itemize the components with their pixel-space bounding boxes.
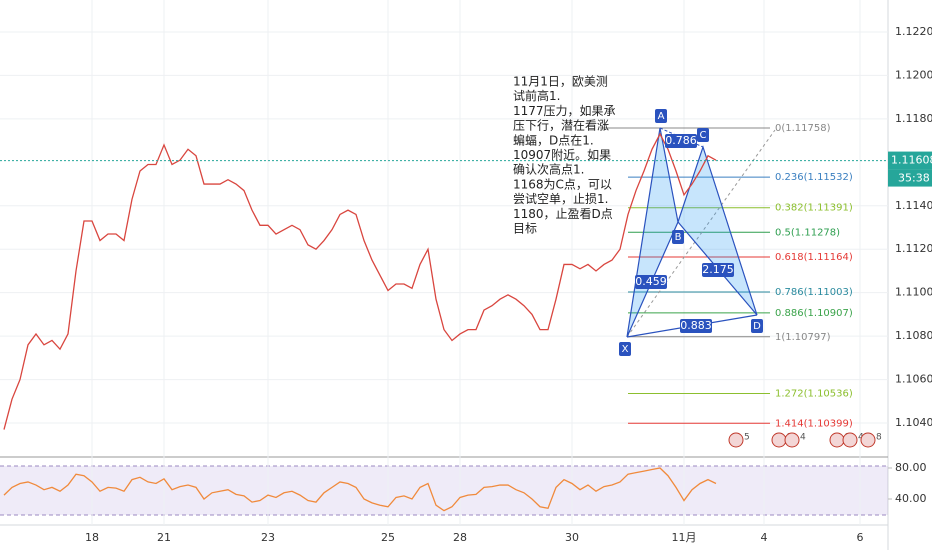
pattern-point-label: X xyxy=(622,344,629,355)
y-tick-label: 1.11400 xyxy=(895,199,932,212)
pattern-point-label: C xyxy=(700,130,707,141)
grid xyxy=(0,0,892,525)
y-tick-label: 80.00 xyxy=(895,461,927,474)
pattern-point-box xyxy=(619,342,631,356)
last-price-tag xyxy=(888,151,932,170)
fib-label: 0.618(1.11164) xyxy=(775,252,853,263)
series xyxy=(0,132,888,512)
annotation-line: 10907附近。如果 xyxy=(513,147,611,162)
event-icon xyxy=(829,432,845,448)
annotation-line: 尝试空单，止损1. xyxy=(513,191,608,206)
x-tick-label: 21 xyxy=(157,531,171,544)
annotation-line: 确认次高点1. xyxy=(513,162,584,177)
last-price-label: 1.11608 xyxy=(891,154,932,167)
annotation-line: 目标 xyxy=(513,222,537,236)
fib-label: 1.414(1.10399) xyxy=(775,418,853,429)
event-icon xyxy=(842,432,858,448)
pattern-point-label: B xyxy=(675,232,682,243)
fib-label: 1(1.10797) xyxy=(775,332,831,343)
pattern-point-box xyxy=(697,128,709,142)
pattern-ratio-box xyxy=(680,319,712,333)
pattern-ratio-label: 0.883 xyxy=(680,319,712,332)
pattern-point-label: D xyxy=(753,321,761,332)
pattern-ratio-label: 0.459 xyxy=(635,275,667,288)
x-tick-label: 6 xyxy=(857,531,864,544)
y-tick-label: 1.11200 xyxy=(895,242,932,255)
x-tick-label: 11月 xyxy=(672,531,697,544)
pattern-ratio-box xyxy=(635,275,667,289)
event-icon xyxy=(860,432,876,448)
y-tick-label: 1.12000 xyxy=(895,68,932,81)
labels: 18 21 23 25 28 30 11月 4 6 1.12200 1.12000 1.11800 1.… xyxy=(85,25,932,544)
event-icon xyxy=(771,432,787,448)
fib-label: 0.786(1.11003) xyxy=(775,287,853,298)
annotation-line: 1180，止盈看D点 xyxy=(513,207,613,221)
fib-trendline xyxy=(626,129,776,338)
y-tick-label: 1.10600 xyxy=(895,373,932,386)
pattern-ratio-label: 0.786 xyxy=(665,134,697,147)
pattern-ratio-label: 2.175 xyxy=(702,263,734,276)
pattern-point-box xyxy=(672,230,684,244)
rsi-band xyxy=(0,466,888,515)
y-tick-label: 40.00 xyxy=(895,492,927,505)
pattern-point-box xyxy=(751,319,763,333)
fib-label: 0.886(1.10907) xyxy=(775,308,853,319)
fib-label: 0.5(1.11278) xyxy=(775,227,840,238)
price-line xyxy=(3,132,717,430)
event-icon xyxy=(728,432,744,448)
y-tick-label: 1.10800 xyxy=(895,329,932,342)
x-tick-label: 25 xyxy=(381,531,395,544)
annotation-line: 1177压力，如果承 xyxy=(513,103,616,118)
x-tick-label: 30 xyxy=(565,531,579,544)
annotation-line: 蝙蝠，D点在1. xyxy=(513,132,594,147)
y-tick-label: 1.12200 xyxy=(895,25,932,38)
annotation-line: 1168为C点，可以 xyxy=(513,177,612,191)
event-count: 4 xyxy=(800,433,806,443)
pattern-ratio-box xyxy=(702,263,734,277)
fib-label: 1.272(1.10536) xyxy=(775,389,853,400)
x-tick-label: 28 xyxy=(453,531,467,544)
fib-label: 0(1.11758) xyxy=(775,123,831,134)
pattern-point-label: A xyxy=(658,111,665,122)
annotation-line: 试前高1. xyxy=(513,88,560,103)
pattern-ac xyxy=(659,127,704,148)
countdown-tag xyxy=(888,169,932,187)
y-tick-label: 1.11800 xyxy=(895,112,932,125)
fib-label: 0.382(1.11391) xyxy=(775,203,853,214)
annotation-line: 压下行，潜在看涨 xyxy=(513,118,609,133)
y-tick-label: 1.10400 xyxy=(895,416,932,429)
annotation-line: 11月1日，欧美测 xyxy=(513,75,608,89)
fib-label: 0.236(1.11532) xyxy=(775,172,853,183)
countdown-label: 35:38 xyxy=(898,172,930,185)
event-count: 5 xyxy=(744,433,750,443)
rsi-line xyxy=(3,467,717,512)
event-icon xyxy=(784,432,800,448)
x-tick-label: 23 xyxy=(261,531,275,544)
y-tick-label: 1.11000 xyxy=(895,286,932,299)
event-count: 8 xyxy=(876,433,882,443)
x-tick-label: 18 xyxy=(85,531,99,544)
pattern-ratio-box xyxy=(665,134,697,148)
pattern-point-box xyxy=(655,109,667,123)
x-tick-label: 4 xyxy=(761,531,768,544)
